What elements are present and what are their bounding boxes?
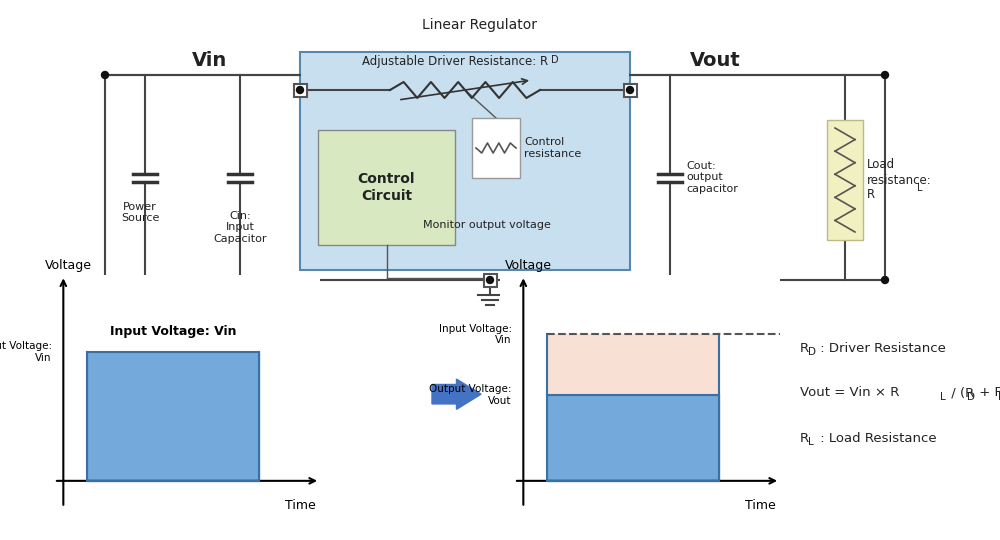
Bar: [318, 130, 455, 245]
Text: Input Voltage:
Vin: Input Voltage: Vin: [439, 323, 512, 345]
Bar: [484, 273, 496, 287]
Text: L: L: [917, 183, 922, 193]
Text: Input Voltage:
Vin: Input Voltage: Vin: [0, 341, 52, 363]
Text: Load
resistance:
R: Load resistance: R: [867, 159, 932, 201]
Text: Input Voltage: Vin: Input Voltage: Vin: [110, 325, 236, 338]
Bar: [624, 84, 637, 97]
Text: R: R: [800, 431, 809, 444]
Text: Output Voltage:
Vout: Output Voltage: Vout: [429, 384, 512, 406]
FancyArrow shape: [432, 379, 481, 409]
Text: D: D: [967, 392, 975, 402]
Text: : Load Resistance: : Load Resistance: [816, 431, 937, 444]
Text: : Driver Resistance: : Driver Resistance: [816, 341, 946, 354]
Text: L: L: [998, 392, 1000, 402]
Text: Time: Time: [285, 499, 315, 512]
Text: Adjustable Driver Resistance: R: Adjustable Driver Resistance: R: [362, 56, 548, 69]
Text: L: L: [940, 392, 946, 402]
Text: Voltage: Voltage: [505, 259, 552, 272]
Text: Monitor output voltage: Monitor output voltage: [423, 220, 551, 230]
Text: Voltage: Voltage: [44, 259, 92, 272]
Text: Control
resistance: Control resistance: [524, 137, 581, 159]
Text: Time: Time: [745, 499, 775, 512]
Bar: [472, 118, 520, 178]
Bar: [827, 120, 863, 240]
Text: Vin: Vin: [192, 51, 228, 70]
Text: Linear Regulator: Linear Regulator: [422, 18, 538, 32]
Text: Cin:
Input
Capacitor: Cin: Input Capacitor: [213, 211, 267, 244]
Bar: [300, 52, 630, 270]
Text: L: L: [808, 437, 814, 447]
Text: D: D: [808, 347, 816, 357]
Text: R: R: [800, 341, 809, 354]
Circle shape: [102, 71, 108, 78]
Text: Cout:
output
capacitor: Cout: output capacitor: [686, 161, 738, 194]
Bar: [294, 84, 306, 97]
Text: + R: + R: [975, 387, 1000, 400]
Text: Control
Circuit: Control Circuit: [358, 172, 415, 202]
Circle shape: [882, 276, 889, 284]
Text: GND: GND: [503, 273, 534, 287]
Text: / (R: / (R: [947, 387, 974, 400]
Text: Vout: Vout: [690, 51, 740, 70]
Circle shape: [296, 86, 304, 93]
Circle shape: [882, 71, 889, 78]
Text: Vout = Vin × R: Vout = Vin × R: [800, 387, 899, 400]
Circle shape: [102, 276, 108, 284]
Circle shape: [486, 276, 494, 284]
Text: D: D: [551, 55, 559, 65]
Circle shape: [626, 86, 634, 93]
Text: Power
Source: Power Source: [121, 202, 159, 224]
